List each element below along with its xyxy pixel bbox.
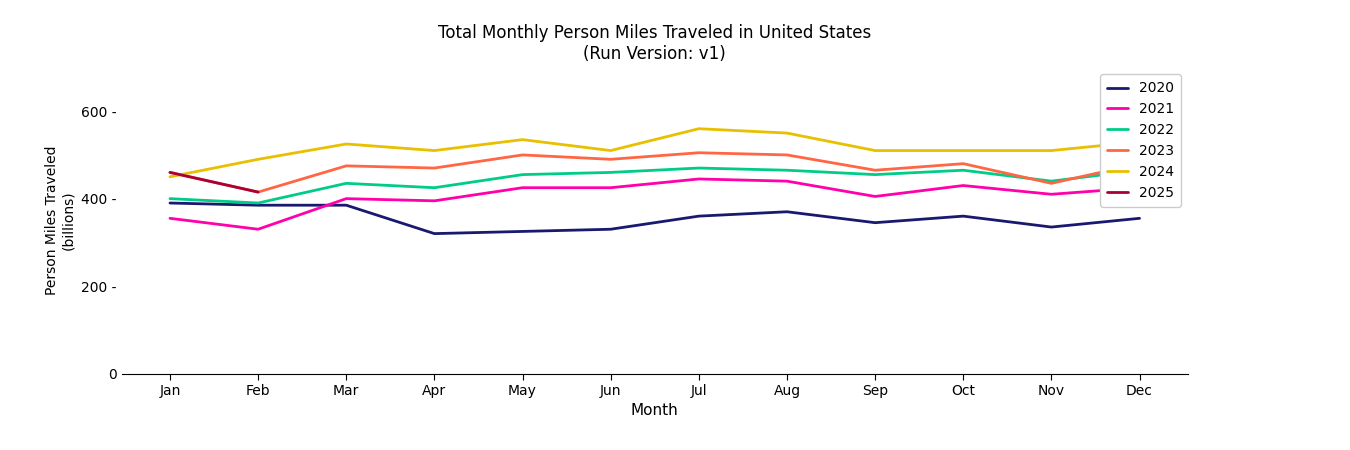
2024 — [162, 174, 178, 180]
2020 — [514, 229, 531, 234]
2023 — [514, 152, 531, 158]
2021 — [691, 176, 707, 182]
2023 — [867, 167, 883, 173]
2020 — [602, 226, 618, 232]
2021 — [602, 185, 618, 190]
2021 — [1044, 192, 1060, 197]
2020 — [1131, 216, 1148, 221]
2022 — [779, 167, 795, 173]
2022 — [338, 180, 354, 186]
2021 — [250, 226, 266, 232]
2023 — [956, 161, 972, 166]
2025 — [250, 189, 266, 195]
2024 — [427, 148, 443, 153]
2020 — [956, 213, 972, 219]
2021 — [427, 198, 443, 203]
2020 — [691, 213, 707, 219]
Line: 2025: 2025 — [170, 172, 258, 192]
2023 — [250, 189, 266, 195]
2024 — [250, 157, 266, 162]
2021 — [779, 179, 795, 184]
2023 — [602, 157, 618, 162]
2022 — [162, 196, 178, 201]
2022 — [867, 172, 883, 177]
2023 — [427, 165, 443, 171]
2021 — [338, 196, 354, 201]
2022 — [691, 165, 707, 171]
Line: 2021: 2021 — [170, 179, 1139, 229]
2021 — [867, 194, 883, 199]
Y-axis label: Person Miles Traveled
(billions): Person Miles Traveled (billions) — [46, 146, 76, 295]
2023 — [1044, 180, 1060, 186]
Line: 2024: 2024 — [170, 129, 1139, 177]
Line: 2023: 2023 — [170, 153, 1139, 192]
2024 — [956, 148, 972, 153]
2021 — [956, 183, 972, 188]
2021 — [514, 185, 531, 190]
2023 — [691, 150, 707, 155]
Line: 2020: 2020 — [170, 203, 1139, 234]
2022 — [427, 185, 443, 190]
2022 — [1044, 179, 1060, 184]
2024 — [779, 130, 795, 136]
2020 — [250, 202, 266, 208]
2023 — [162, 170, 178, 175]
2022 — [250, 200, 266, 206]
2022 — [956, 167, 972, 173]
2022 — [1131, 167, 1148, 173]
2024 — [514, 137, 531, 142]
2024 — [1044, 148, 1060, 153]
2020 — [162, 200, 178, 206]
2020 — [1044, 225, 1060, 230]
2024 — [1131, 139, 1148, 144]
Title: Total Monthly Person Miles Traveled in United States
(Run Version: v1): Total Monthly Person Miles Traveled in U… — [439, 24, 871, 63]
2022 — [602, 170, 618, 175]
2021 — [1131, 185, 1148, 190]
2025 — [162, 170, 178, 175]
2020 — [867, 220, 883, 225]
2021 — [162, 216, 178, 221]
2024 — [691, 126, 707, 131]
2024 — [602, 148, 618, 153]
2023 — [338, 163, 354, 169]
2024 — [338, 141, 354, 147]
Legend: 2020, 2021, 2022, 2023, 2024, 2025: 2020, 2021, 2022, 2023, 2024, 2025 — [1100, 74, 1181, 207]
Line: 2022: 2022 — [170, 168, 1139, 203]
X-axis label: Month: Month — [630, 404, 679, 419]
2020 — [338, 202, 354, 208]
2022 — [514, 172, 531, 177]
2023 — [779, 152, 795, 158]
2024 — [867, 148, 883, 153]
2020 — [779, 209, 795, 215]
2020 — [427, 231, 443, 236]
2023 — [1131, 161, 1148, 166]
